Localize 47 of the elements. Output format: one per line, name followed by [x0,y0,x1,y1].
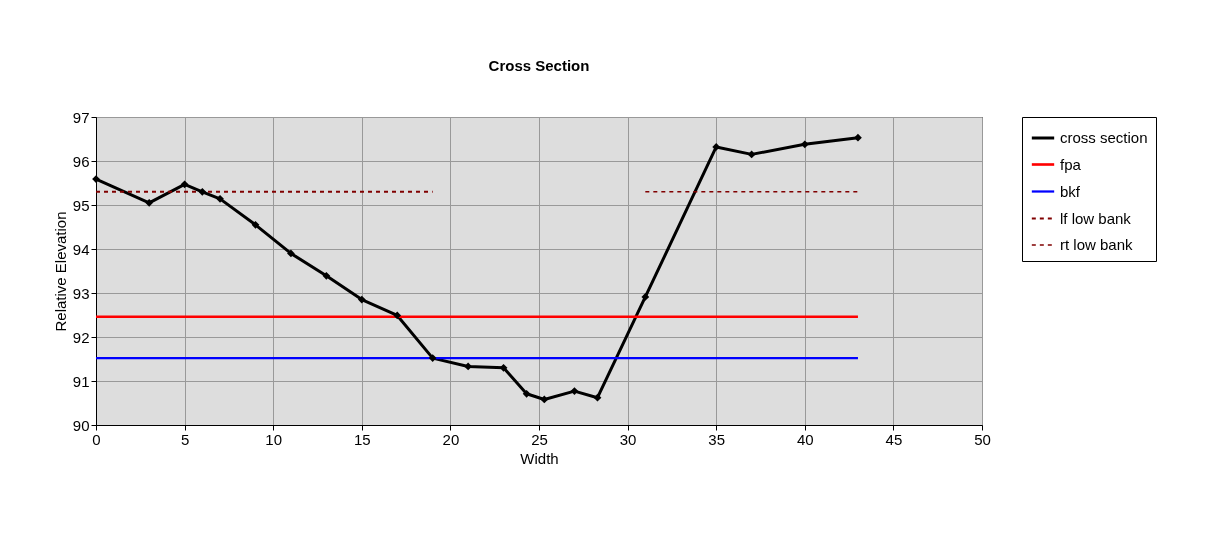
x-tick-label: 5 [180,430,190,448]
point [800,140,809,149]
point [357,295,366,304]
point [287,249,295,258]
x-tick-label: 10 [265,430,283,448]
y-axis-title: Relative Elevation [51,211,69,332]
x-tick-label: 50 [974,430,991,448]
legend-label: cross section [1060,129,1148,146]
x-axis-title: Width [520,449,559,467]
point [198,187,207,196]
y-tick-label: 92 [72,328,90,346]
point [593,393,602,402]
legend-label: rt low bank [1060,236,1134,253]
y-tick-label: 97 [72,108,90,126]
legend-label: fpa [1060,155,1082,173]
x-tick-label: 35 [708,430,726,448]
legend-label: lf low bank [1060,209,1132,227]
point [393,311,402,320]
x-tick-label: 25 [531,430,548,448]
point [180,180,189,189]
point [854,133,862,142]
point [428,354,437,362]
point [322,271,331,280]
point [641,293,650,301]
point [570,387,579,395]
x-tick-label: 45 [885,430,903,448]
point [145,198,154,207]
chart-title: Cross Section [488,57,590,74]
point [712,143,721,151]
point [522,389,531,398]
point [540,395,549,404]
point [464,362,472,371]
x-tick-label: 40 [796,430,814,448]
y-tick-label: 96 [72,152,90,170]
x-tick-label: 0 [92,430,101,448]
legend-label: bkf [1060,182,1081,200]
x-tick-label: 30 [619,430,637,448]
point [747,150,756,159]
y-tick-label: 91 [72,372,90,390]
x-tick-label: 20 [442,430,460,448]
point [251,220,260,229]
y-tick-label: 93 [72,284,90,302]
point [216,194,224,203]
y-tick-label: 94 [72,240,90,258]
x-tick-label: 15 [353,430,371,448]
y-tick-label: 90 [72,416,90,434]
y-tick-label: 95 [72,196,90,214]
